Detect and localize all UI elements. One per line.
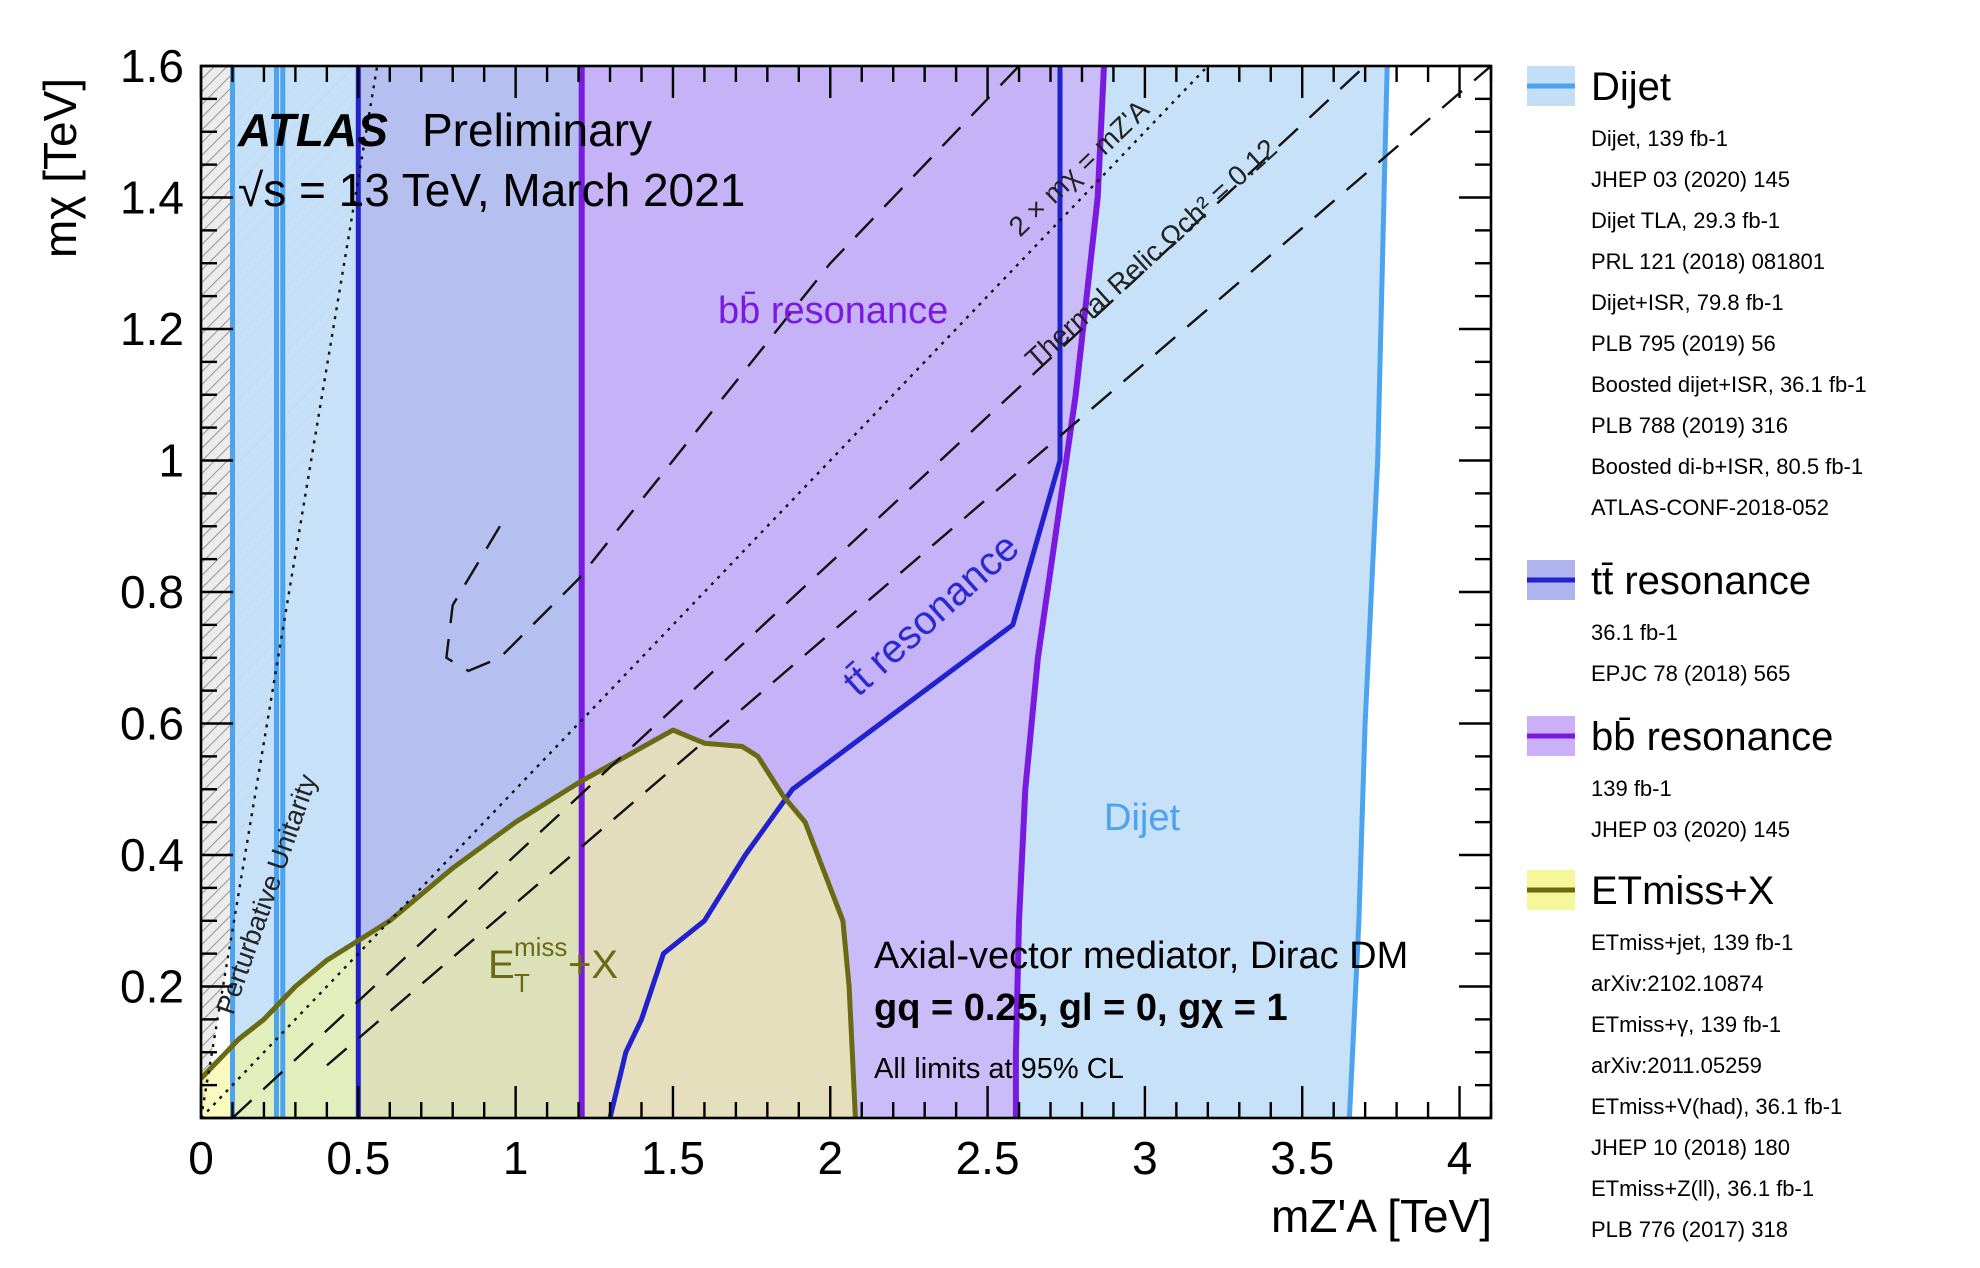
unitarity-line <box>201 66 379 1118</box>
y-tick-label: 1.6 <box>120 40 184 92</box>
couplings-label: gq = 0.25, gl = 0, gχ = 1 <box>874 987 1288 1029</box>
y-tick-label: 0.4 <box>120 829 184 881</box>
legend-entry: bb̄ resonance 139 fb-1 JHEP 03 (2020) 145 <box>1527 715 1833 842</box>
legend-reference: arXiv:2102.10874 <box>1591 971 1763 996</box>
bbbar-region-label: bb̄ resonance <box>718 290 948 332</box>
legend-title: ETmiss+X <box>1591 869 1774 913</box>
y-tick-label: 1 <box>158 435 184 487</box>
legend-reference: Dijet TLA, 29.3 fb-1 <box>1591 208 1780 233</box>
thermal-relic-line <box>231 66 1366 1118</box>
legend-reference: Boosted di-b+ISR, 80.5 fb-1 <box>1591 454 1863 479</box>
legend-entry: ETmiss+X ETmiss+jet, 139 fb-1 arXiv:2102.1… <box>1527 869 1842 1242</box>
legend-reference: Dijet+ISR, 79.8 fb-1 <box>1591 290 1784 315</box>
energy-label: √s = 13 TeV, March 2021 <box>238 164 745 216</box>
legend-reference: ATLAS-CONF-2018-052 <box>1591 495 1829 520</box>
legend-reference: PRL 121 (2018) 081801 <box>1591 249 1825 274</box>
x-tick-label: 1.5 <box>641 1132 705 1184</box>
legend-entry: Dijet Dijet, 139 fb-1 JHEP 03 (2020) 145 Di… <box>1527 65 1867 520</box>
x-tick-label: 2 <box>817 1132 843 1184</box>
thermal-relic-lower-line <box>326 66 1491 1067</box>
svg-text:T: T <box>514 968 530 998</box>
legend-reference: ETmiss+γ, 139 fb-1 <box>1591 1012 1781 1037</box>
legend: Dijet Dijet, 139 fb-1 JHEP 03 (2020) 145 Di… <box>1527 65 1867 1242</box>
legend-reference: JHEP 03 (2020) 145 <box>1591 167 1790 192</box>
axes: 0 0.5 1 1.5 2 2.5 3 3.5 4 0.2 0.4 0.6 0.8 1 1.2 1.4 1.6 <box>120 40 1493 1184</box>
legend-reference: JHEP 10 (2018) 180 <box>1591 1135 1790 1160</box>
model-label: Axial-vector mediator, Dirac DM <box>874 935 1408 977</box>
preliminary-label: Preliminary <box>422 104 652 156</box>
met-region-label: E T miss +X <box>488 932 618 998</box>
x-tick-label: 2.5 <box>956 1132 1020 1184</box>
x-tick-label: 3 <box>1132 1132 1158 1184</box>
x-tick-label: 3.5 <box>1270 1132 1334 1184</box>
met-boundary <box>201 727 858 1118</box>
legend-reference: Dijet, 139 fb-1 <box>1591 126 1728 151</box>
x-tick-label: 0 <box>188 1132 214 1184</box>
x-axis-title: mZ'A [TeV] <box>1271 1190 1492 1242</box>
y-tick-label: 0.8 <box>120 566 184 618</box>
bbbar-right-boundary <box>1012 66 1107 1118</box>
met-region <box>201 730 856 1118</box>
svg-text:+X: +X <box>568 943 618 987</box>
x-tick-label: 4 <box>1447 1132 1473 1184</box>
x-tick-label: 0.5 <box>326 1132 390 1184</box>
legend-reference: EPJC 78 (2018) 565 <box>1591 661 1790 686</box>
legend-entry: tt̄ resonance 36.1 fb-1 EPJC 78 (2018) 565 <box>1527 559 1811 686</box>
dijet-right-boundary <box>1346 66 1390 1118</box>
y-tick-label: 0.2 <box>120 961 184 1013</box>
legend-title: bb̄ resonance <box>1591 715 1833 759</box>
legend-reference: ETmiss+jet, 139 fb-1 <box>1591 930 1793 955</box>
legend-reference: arXiv:2011.05259 <box>1591 1053 1762 1078</box>
svg-text:E: E <box>488 943 515 987</box>
cl-label: All limits at 95% CL <box>874 1053 1124 1085</box>
legend-reference: PLB 788 (2019) 316 <box>1591 413 1788 438</box>
legend-reference: 36.1 fb-1 <box>1591 620 1678 645</box>
y-axis-title: mχ [TeV] <box>34 78 86 258</box>
legend-reference: PLB 776 (2017) 318 <box>1591 1217 1788 1242</box>
legend-reference: PLB 795 (2019) 56 <box>1591 331 1776 356</box>
y-tick-label: 0.6 <box>120 698 184 750</box>
legend-reference: 139 fb-1 <box>1591 776 1672 801</box>
thermal-relic-island-line <box>445 66 1020 673</box>
plot-area <box>201 66 1491 1118</box>
svg-text:miss: miss <box>514 932 567 962</box>
x-tick-label: 1 <box>503 1132 529 1184</box>
atlas-label: ATLAS <box>237 104 388 156</box>
y-tick-label: 1.2 <box>120 303 184 355</box>
legend-reference: ETmiss+Z(ll), 36.1 fb-1 <box>1591 1176 1814 1201</box>
legend-title: Dijet <box>1591 65 1671 109</box>
legend-reference: ETmiss+V(had), 36.1 fb-1 <box>1591 1094 1842 1119</box>
legend-title: tt̄ resonance <box>1591 559 1811 603</box>
dijet-region-label: Dijet <box>1104 797 1180 839</box>
ttbar-right-boundary <box>607 66 1063 1118</box>
legend-reference: JHEP 03 (2020) 145 <box>1591 817 1790 842</box>
y-tick-label: 1.4 <box>120 172 184 224</box>
legend-reference: Boosted dijet+ISR, 36.1 fb-1 <box>1591 372 1867 397</box>
